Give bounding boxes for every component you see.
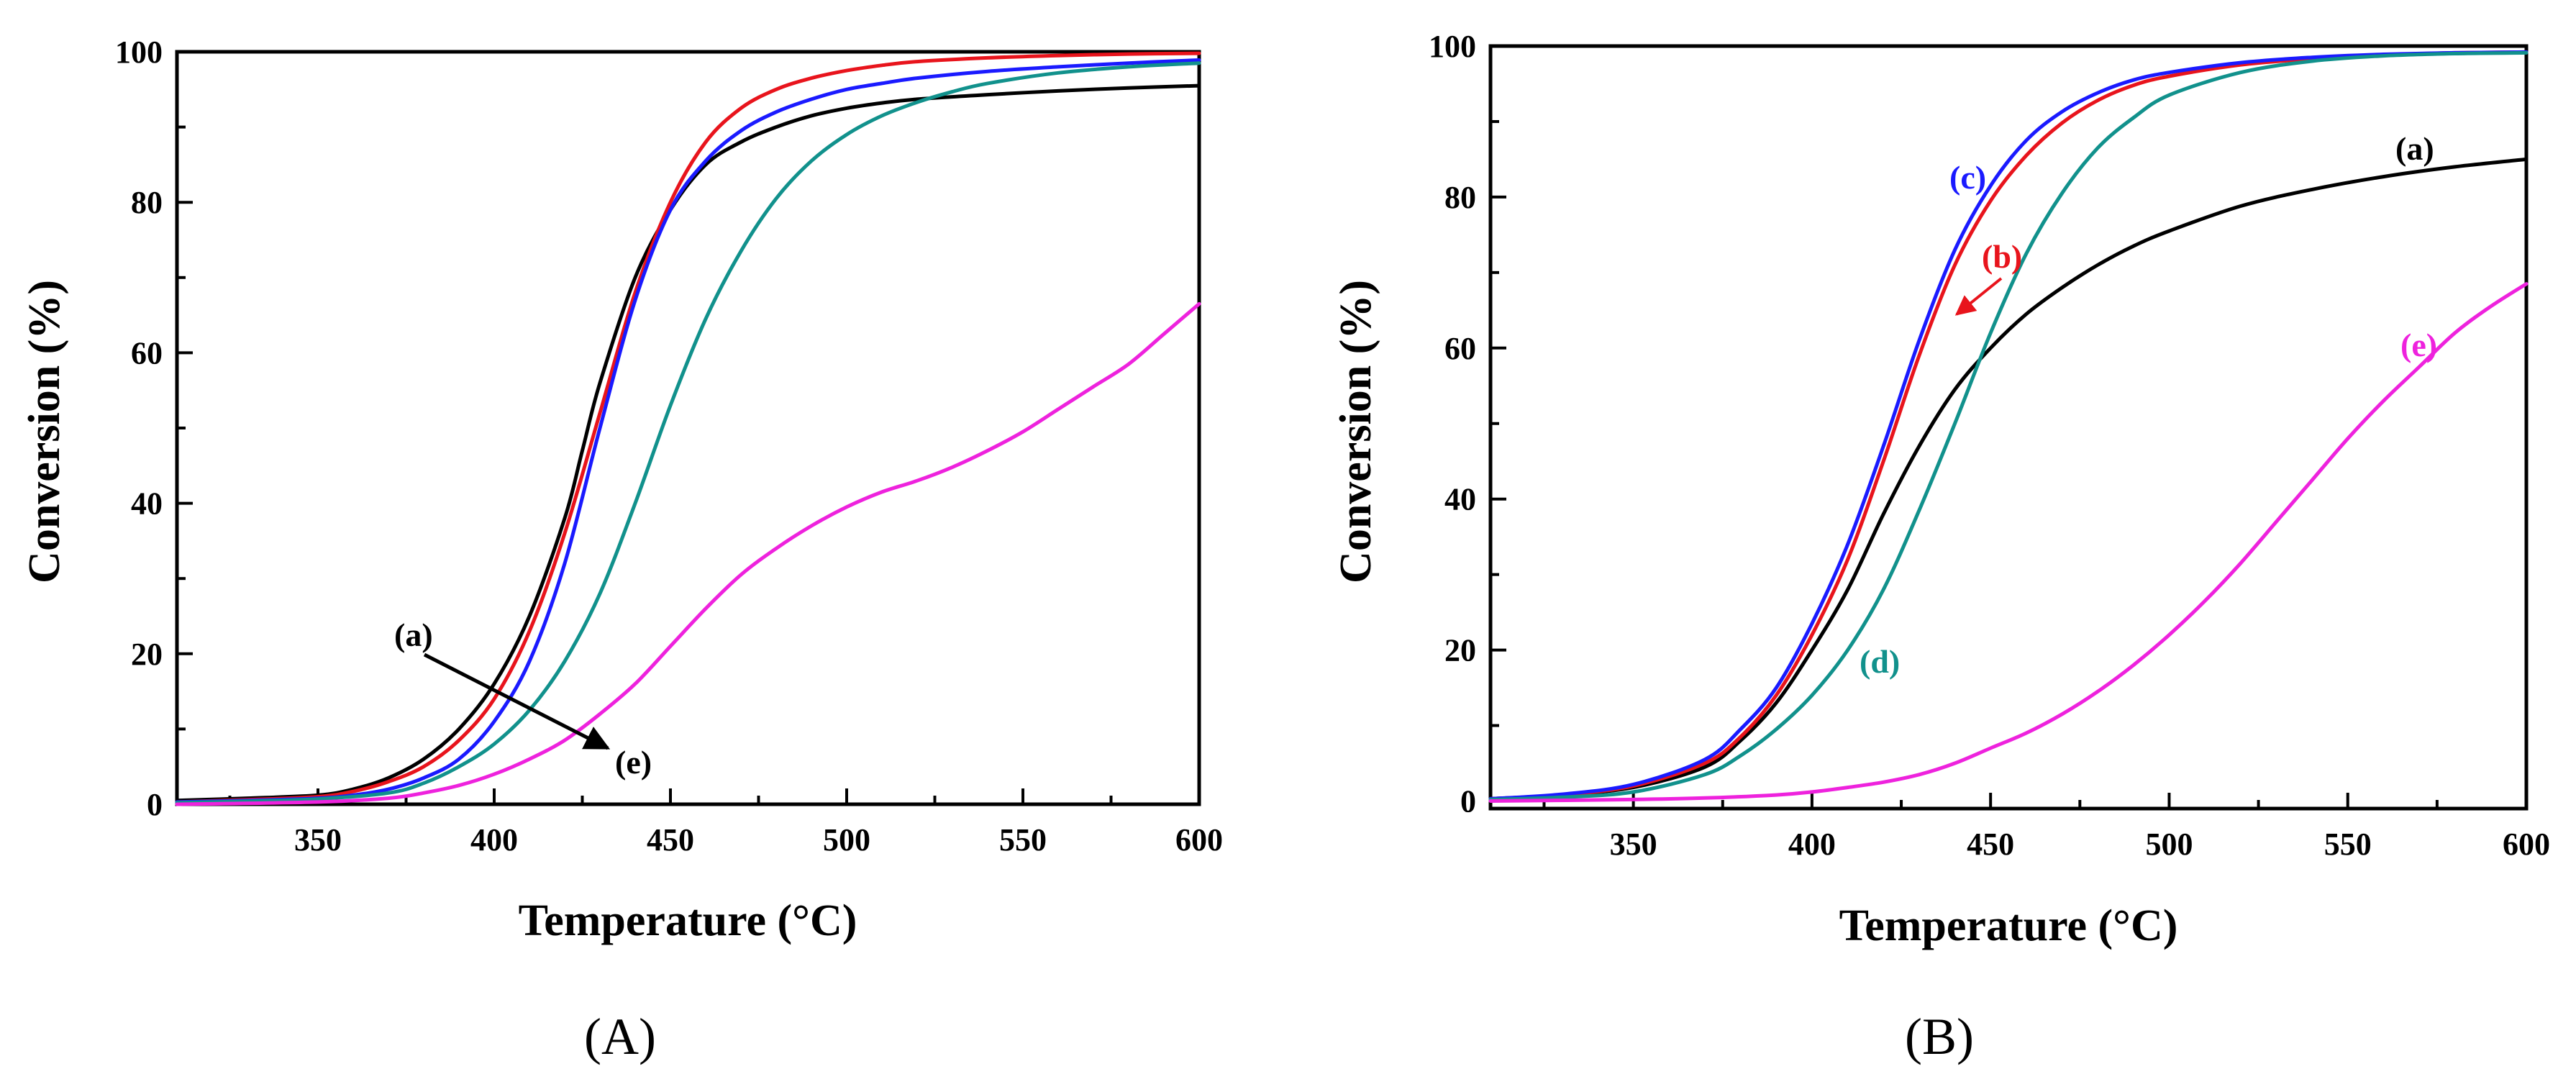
series-line-b (1488, 50, 2529, 801)
x-tick-label: 400 (470, 822, 518, 857)
annotation-c-b: (c) (1949, 159, 1986, 196)
panel-caption-b: (B) (1905, 1008, 1974, 1065)
series-line-e (175, 301, 1201, 806)
y-axis-label-b: Conversion (%) (1332, 280, 1380, 583)
x-tick-label: 350 (294, 822, 342, 857)
series-line-c (1488, 50, 2529, 801)
x-tick-label: 450 (647, 822, 694, 857)
x-tick-label: 500 (2145, 827, 2193, 862)
x-axis-label-b: Temperature (°C) (1839, 901, 2178, 950)
y-axis-label-a: Conversion (%) (20, 280, 69, 583)
y-tick-label: 0 (147, 787, 163, 822)
series-line-e (1488, 282, 2529, 803)
annotation-a-b: (a) (2395, 130, 2434, 167)
y-tick-label: 20 (131, 637, 163, 672)
x-tick-label: 600 (1175, 822, 1223, 857)
series-line-b (175, 51, 1201, 804)
panel-b: 350 400 450 500 550 600 0 20 40 60 80 100 (a) (b) (… (1332, 29, 2550, 1065)
y-tick-label: 40 (131, 486, 163, 522)
plot-frame-a (175, 50, 1201, 806)
series-line-a (175, 83, 1201, 803)
y-tick-label: 20 (1444, 633, 1476, 668)
y-tick-label: 60 (1444, 331, 1476, 366)
x-tick-label: 450 (1967, 827, 2014, 862)
series-line-d (175, 61, 1201, 805)
y-tick-label: 40 (1444, 482, 1476, 517)
x-tick-label: 550 (999, 822, 1047, 857)
plot-frame-b (1488, 44, 2529, 811)
arrow-a-to-e (423, 652, 611, 750)
x-tick-label: 400 (1788, 827, 1836, 862)
series-line-d (1488, 50, 2529, 801)
ticks-a: 350 400 450 500 550 600 0 20 40 60 80 100 (115, 35, 1223, 857)
y-tick-label: 80 (131, 185, 163, 220)
annotation-b-b: (b) (1982, 238, 2022, 275)
panel-a: 350 400 450 500 550 600 0 20 40 60 80 100 (a) (e) C… (20, 35, 1223, 1065)
ticks-b: 350 400 450 500 550 600 0 20 40 60 80 100 (1429, 29, 2550, 862)
series-line-a (1488, 157, 2529, 801)
y-tick-label: 80 (1444, 180, 1476, 215)
y-tick-label: 60 (131, 335, 163, 370)
y-tick-label: 100 (115, 35, 163, 70)
x-tick-label: 550 (2324, 827, 2372, 862)
y-tick-label: 0 (1460, 784, 1476, 819)
x-tick-label: 350 (1610, 827, 1657, 862)
x-axis-label-a: Temperature (°C) (519, 896, 857, 945)
annotation-e: (e) (615, 744, 652, 781)
x-tick-label: 600 (2503, 827, 2550, 862)
series-line-c (175, 58, 1201, 804)
y-tick-label: 100 (1429, 29, 1476, 64)
annotation-a: (a) (394, 616, 433, 653)
x-tick-label: 500 (823, 822, 870, 857)
panel-caption-a: (A) (584, 1008, 656, 1065)
annotation-d-b: (d) (1860, 643, 1900, 680)
annotation-e-b: (e) (2400, 327, 2437, 363)
series-a (175, 51, 1201, 806)
arrow-b (1954, 277, 2003, 316)
series-b (1488, 50, 2529, 803)
